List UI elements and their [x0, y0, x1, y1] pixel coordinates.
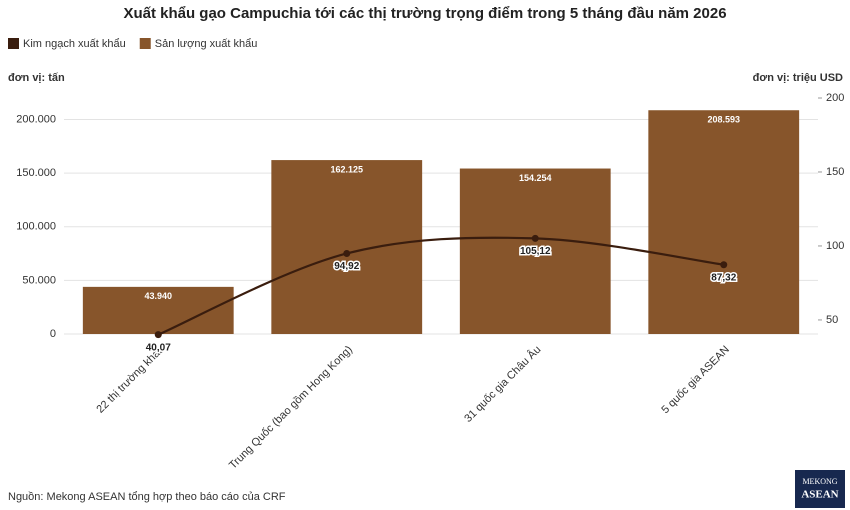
chart-title: Xuất khẩu gạo Campuchia tới các thị trườ…	[123, 5, 726, 22]
line-value-label: 87,32	[711, 272, 736, 283]
line-point	[343, 249, 351, 257]
x-tick-label: Trung Quốc (bao gồm Hong Kong)	[227, 344, 355, 472]
x-tick-label: 31 quốc gia Châu Âu	[462, 343, 544, 425]
logo-box	[795, 470, 845, 508]
y2-tick-label: 150	[826, 166, 844, 178]
bar	[459, 168, 611, 334]
y-axis-label: đơn vị: tấn	[8, 72, 65, 84]
logo-text: ASEAN	[801, 489, 838, 501]
y-tick-label: 50.000	[22, 274, 56, 286]
line-point	[154, 331, 162, 339]
line-value-label: 40,07	[146, 342, 171, 353]
legend-label: Sản lượng xuất khẩu	[155, 38, 258, 50]
y2-tick-label: 100	[826, 240, 844, 252]
bar-value-label: 208.593	[707, 115, 740, 125]
y-tick-label: 150.000	[16, 167, 56, 179]
legend-swatch	[139, 38, 151, 49]
y-tick-label: 200.000	[16, 113, 56, 125]
bar	[271, 160, 423, 334]
x-tick-label: 5 quốc gia ASEAN	[659, 344, 732, 417]
bar-value-label: 162.125	[330, 164, 363, 174]
bar-value-label: 43.940	[144, 291, 172, 301]
logo-text: MEKONG	[802, 477, 837, 486]
y2-tick-label: 50	[826, 314, 838, 326]
y2-tick-label: 200	[826, 92, 844, 104]
legend-swatch	[8, 38, 19, 49]
line-value-label: 105,12	[520, 246, 551, 257]
x-tick-label: 22 thị trường khác	[94, 343, 166, 415]
line-point	[531, 234, 539, 242]
y2-axis-label: đơn vị: triệu USD	[753, 72, 843, 84]
legend-label: Kim ngạch xuất khẩu	[23, 38, 126, 50]
source: Nguồn: Mekong ASEAN tổng hợp theo báo cá…	[8, 491, 286, 503]
bar-value-label: 154.254	[519, 173, 552, 183]
y-tick-label: 0	[50, 328, 56, 340]
line-point	[720, 261, 728, 269]
bar	[648, 110, 800, 334]
line-value-label: 94,92	[334, 261, 359, 272]
line	[157, 236, 724, 336]
y-tick-label: 100.000	[16, 221, 56, 233]
